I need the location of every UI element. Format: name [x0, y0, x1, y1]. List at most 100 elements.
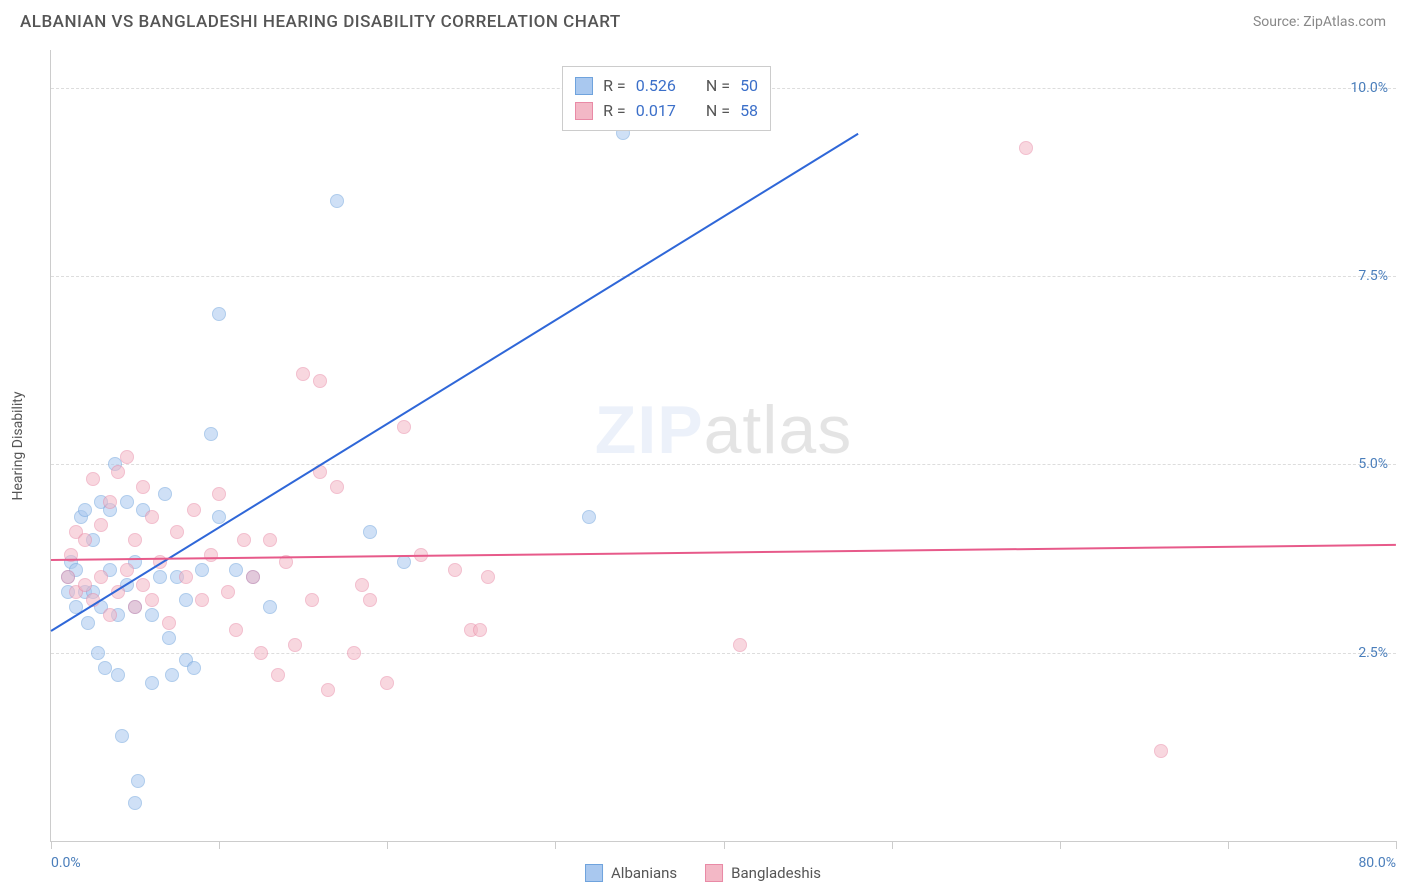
- scatter-point: [221, 585, 235, 599]
- r-value: 0.017: [636, 98, 676, 124]
- legend-label: Albanians: [611, 864, 677, 882]
- scatter-point: [397, 420, 411, 434]
- scatter-point: [78, 533, 92, 547]
- legend-label: Bangladeshis: [731, 864, 821, 882]
- chart-plot-area: ZIPatlas 2.5%5.0%7.5%10.0%0.0%80.0%R =0.…: [50, 50, 1396, 842]
- legend-swatch: [705, 864, 723, 882]
- r-value: 0.526: [636, 73, 676, 99]
- scatter-point: [98, 661, 112, 675]
- scatter-point: [305, 593, 319, 607]
- x-tick: [555, 841, 556, 849]
- gridline: [51, 653, 1396, 654]
- scatter-point: [131, 774, 145, 788]
- scatter-point: [204, 427, 218, 441]
- scatter-point: [1019, 141, 1033, 155]
- stats-legend-box: R =0.526N =50R =0.017N =58: [562, 66, 771, 131]
- scatter-point: [288, 638, 302, 652]
- scatter-point: [128, 796, 142, 810]
- r-label: R =: [603, 98, 626, 124]
- scatter-point: [136, 578, 150, 592]
- x-tick: [219, 841, 220, 849]
- legend-swatch: [575, 102, 593, 120]
- scatter-point: [78, 578, 92, 592]
- scatter-point: [103, 608, 117, 622]
- scatter-point: [229, 563, 243, 577]
- scatter-point: [254, 646, 268, 660]
- y-tick-label: 5.0%: [1358, 456, 1388, 472]
- scatter-point: [347, 646, 361, 660]
- scatter-point: [94, 518, 108, 532]
- chart-title: ALBANIAN VS BANGLADESHI HEARING DISABILI…: [20, 12, 621, 32]
- scatter-point: [1154, 744, 1168, 758]
- scatter-point: [94, 570, 108, 584]
- scatter-point: [158, 487, 172, 501]
- scatter-point: [481, 570, 495, 584]
- legend-swatch: [575, 77, 593, 95]
- y-tick-label: 2.5%: [1358, 645, 1388, 661]
- scatter-point: [204, 548, 218, 562]
- r-label: R =: [603, 73, 626, 99]
- scatter-point: [111, 465, 125, 479]
- n-label: N =: [706, 73, 730, 99]
- watermark-atlas: atlas: [704, 392, 853, 468]
- scatter-point: [153, 570, 167, 584]
- y-tick-label: 7.5%: [1358, 268, 1388, 284]
- gridline: [51, 276, 1396, 277]
- scatter-point: [212, 307, 226, 321]
- scatter-point: [111, 668, 125, 682]
- bottom-legend: Albanians Bangladeshis: [585, 864, 821, 882]
- scatter-point: [165, 668, 179, 682]
- watermark: ZIPatlas: [595, 391, 852, 469]
- legend-item: Bangladeshis: [705, 864, 821, 882]
- n-value: 58: [740, 98, 758, 124]
- x-tick: [1396, 841, 1397, 849]
- scatter-point: [733, 638, 747, 652]
- scatter-point: [330, 480, 344, 494]
- x-tick: [892, 841, 893, 849]
- scatter-point: [128, 533, 142, 547]
- scatter-point: [145, 510, 159, 524]
- scatter-point: [363, 525, 377, 539]
- scatter-point: [103, 495, 117, 509]
- y-axis-label: Hearing Disability: [10, 392, 26, 501]
- stats-row: R = 0.017 N = 58: [575, 98, 758, 124]
- scatter-point: [145, 676, 159, 690]
- scatter-point: [363, 593, 377, 607]
- scatter-point: [271, 668, 285, 682]
- scatter-point: [187, 503, 201, 517]
- scatter-point: [61, 570, 75, 584]
- scatter-point: [120, 450, 134, 464]
- scatter-point: [179, 570, 193, 584]
- scatter-point: [120, 563, 134, 577]
- n-label: N =: [706, 98, 730, 124]
- scatter-point: [136, 480, 150, 494]
- stats-row: R =0.526N =50: [575, 73, 758, 99]
- scatter-point: [296, 367, 310, 381]
- source-link[interactable]: ZipAtlas.com: [1303, 14, 1386, 30]
- x-tick: [1228, 841, 1229, 849]
- x-tick: [51, 841, 52, 849]
- scatter-point: [170, 525, 184, 539]
- scatter-point: [120, 495, 134, 509]
- scatter-point: [81, 616, 95, 630]
- x-tick: [387, 841, 388, 849]
- scatter-point: [448, 563, 462, 577]
- scatter-point: [91, 646, 105, 660]
- scatter-point: [162, 616, 176, 630]
- source-label: Source:: [1253, 14, 1300, 30]
- scatter-point: [145, 608, 159, 622]
- scatter-point: [229, 623, 243, 637]
- scatter-point: [162, 631, 176, 645]
- trend-line: [51, 543, 1396, 560]
- legend-item: Albanians: [585, 864, 677, 882]
- scatter-point: [263, 600, 277, 614]
- legend-swatch: [585, 864, 603, 882]
- scatter-point: [212, 487, 226, 501]
- scatter-point: [195, 563, 209, 577]
- source-credit: Source: ZipAtlas.com: [1253, 14, 1386, 30]
- y-tick-label: 10.0%: [1350, 80, 1388, 96]
- scatter-point: [473, 623, 487, 637]
- scatter-point: [246, 570, 260, 584]
- scatter-point: [355, 578, 369, 592]
- x-tick: [1060, 841, 1061, 849]
